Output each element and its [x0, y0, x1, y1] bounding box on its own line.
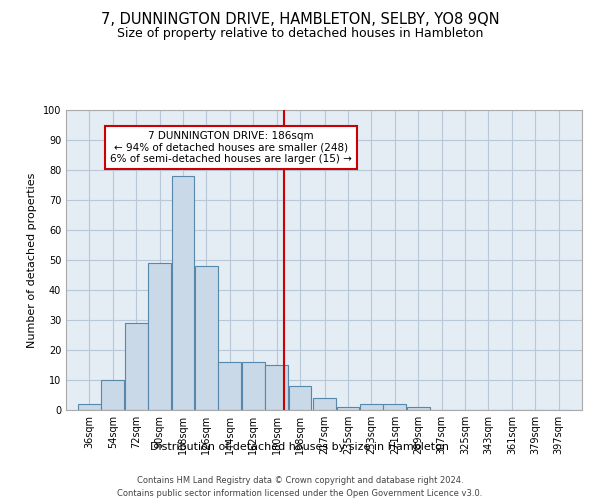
Y-axis label: Number of detached properties: Number of detached properties: [27, 172, 37, 348]
Bar: [148, 263, 171, 410]
Text: 7, DUNNINGTON DRIVE, HAMBLETON, SELBY, YO8 9QN: 7, DUNNINGTON DRIVE, HAMBLETON, SELBY, Y…: [101, 12, 499, 28]
Text: Contains public sector information licensed under the Open Government Licence v3: Contains public sector information licen…: [118, 489, 482, 498]
Text: Contains HM Land Registry data © Crown copyright and database right 2024.: Contains HM Land Registry data © Crown c…: [137, 476, 463, 485]
Bar: [125, 323, 148, 410]
Bar: [172, 176, 194, 410]
Bar: [242, 362, 265, 410]
Bar: [407, 407, 430, 410]
Bar: [265, 365, 288, 410]
Text: Size of property relative to detached houses in Hambleton: Size of property relative to detached ho…: [117, 28, 483, 40]
Bar: [218, 362, 241, 410]
Bar: [195, 266, 218, 410]
Bar: [313, 398, 336, 410]
Bar: [360, 404, 383, 410]
Text: Distribution of detached houses by size in Hambleton: Distribution of detached houses by size …: [151, 442, 449, 452]
Bar: [383, 404, 406, 410]
Text: 7 DUNNINGTON DRIVE: 186sqm
← 94% of detached houses are smaller (248)
6% of semi: 7 DUNNINGTON DRIVE: 186sqm ← 94% of deta…: [110, 131, 352, 164]
Bar: [337, 407, 359, 410]
Bar: [78, 404, 101, 410]
Bar: [289, 386, 311, 410]
Bar: [101, 380, 124, 410]
